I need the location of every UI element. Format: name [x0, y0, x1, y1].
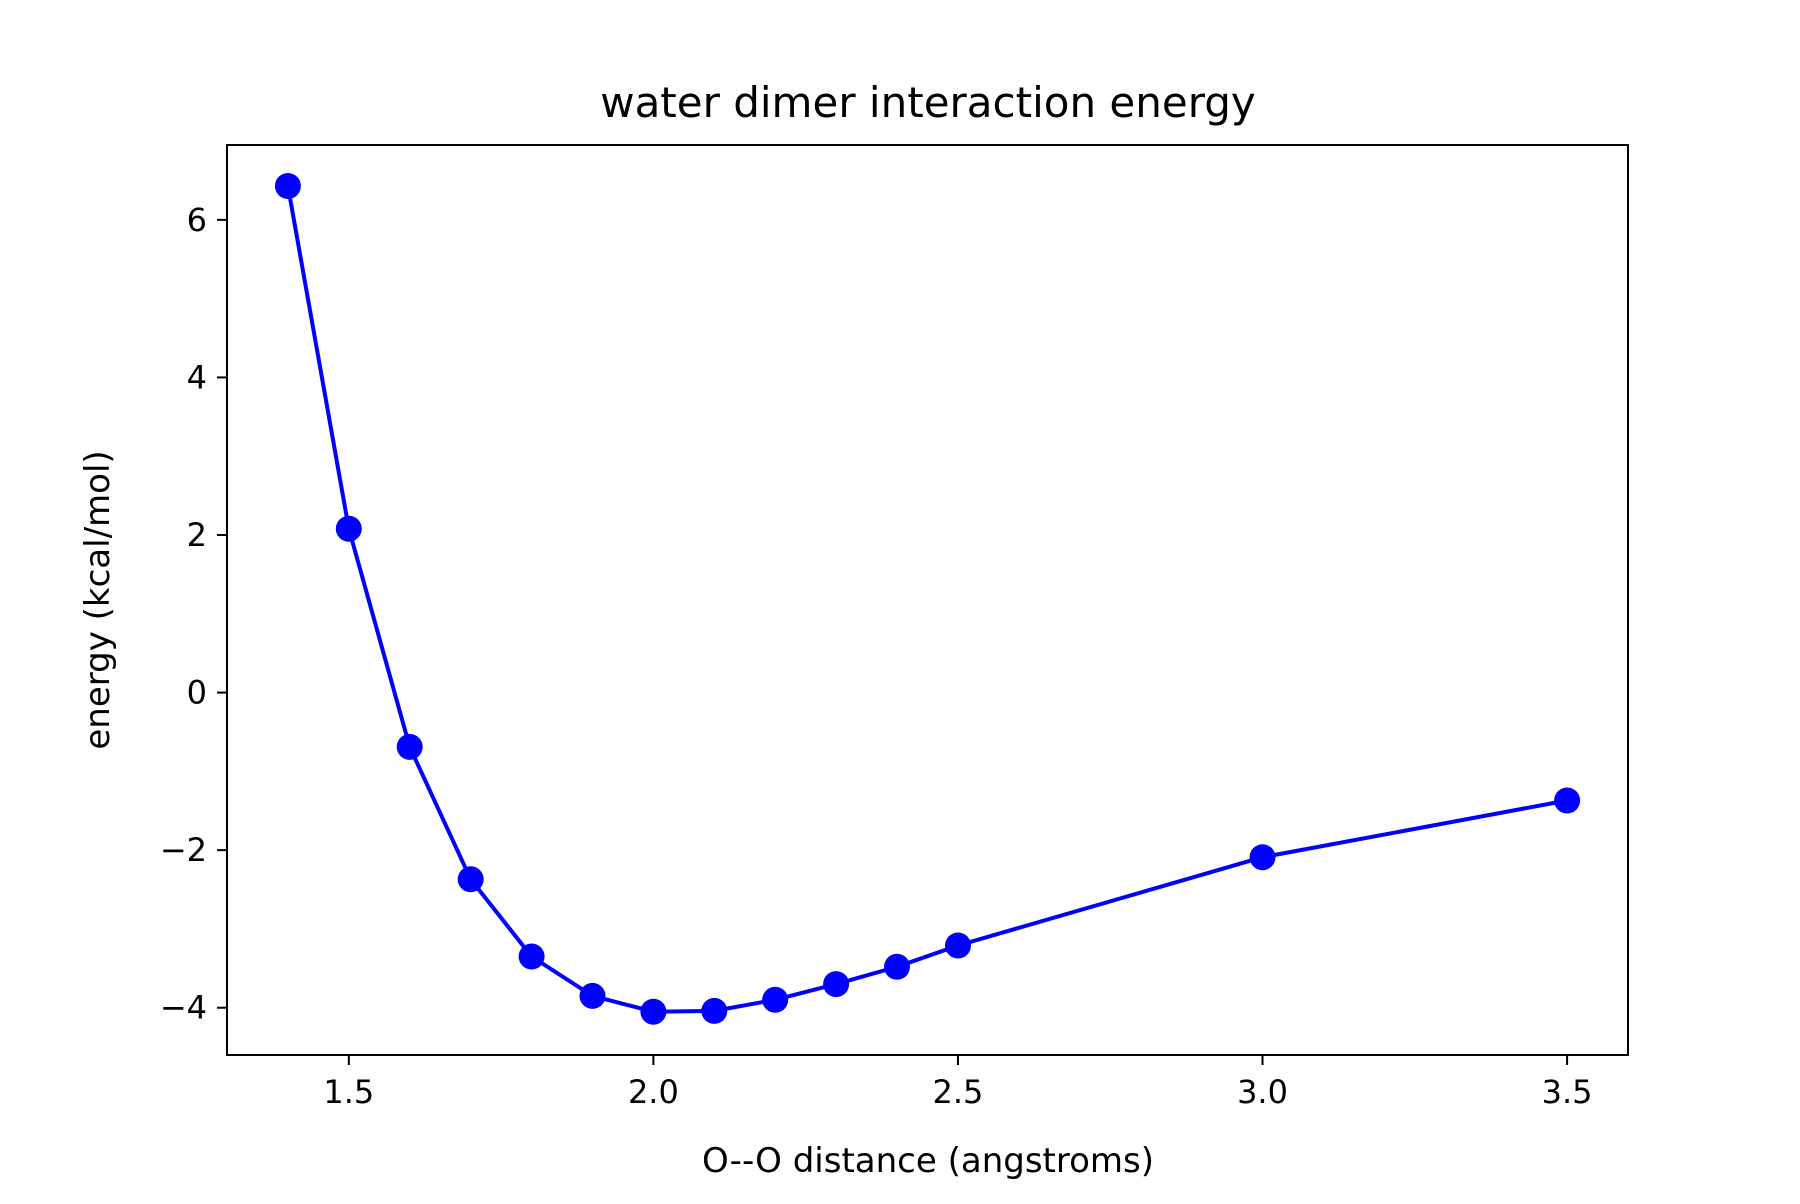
- y-tick-label: −2: [160, 831, 207, 869]
- y-tick-label: −4: [160, 989, 207, 1027]
- data-point: [884, 953, 910, 980]
- data-point: [701, 997, 728, 1024]
- x-axis-label: O--O distance (angstroms): [702, 1141, 1154, 1181]
- y-tick-label: 4: [187, 358, 207, 396]
- y-axis-label: energy (kcal/mol): [78, 450, 118, 749]
- y-tick-label: 6: [187, 201, 207, 239]
- plot-frame: [226, 144, 1629, 1056]
- chart-title: water dimer interaction energy: [600, 78, 1256, 127]
- plot-area: 1.5 2.0 2.5 3.0 3.5 −4 −2 0 2 4 6: [160, 144, 1629, 1111]
- data-point: [396, 733, 423, 760]
- data-point: [579, 982, 606, 1009]
- x-tick-label: 1.5: [323, 1073, 374, 1111]
- data-point: [823, 971, 850, 998]
- data-point: [1249, 844, 1276, 871]
- data-point: [1554, 787, 1581, 814]
- y-tick-label: 2: [187, 516, 207, 554]
- y-tick-label: 0: [187, 674, 207, 712]
- data-point: [457, 866, 484, 893]
- data-point: [762, 986, 789, 1013]
- data-point: [945, 932, 971, 959]
- x-tick-label: 2.5: [933, 1073, 984, 1111]
- x-tick-label: 3.5: [1542, 1073, 1593, 1111]
- x-tick-label: 3.0: [1237, 1073, 1288, 1111]
- x-tick-label: 2.0: [628, 1073, 679, 1111]
- data-point: [335, 515, 362, 542]
- data-point: [274, 173, 301, 199]
- data-point: [518, 943, 545, 970]
- data-point: [640, 998, 667, 1025]
